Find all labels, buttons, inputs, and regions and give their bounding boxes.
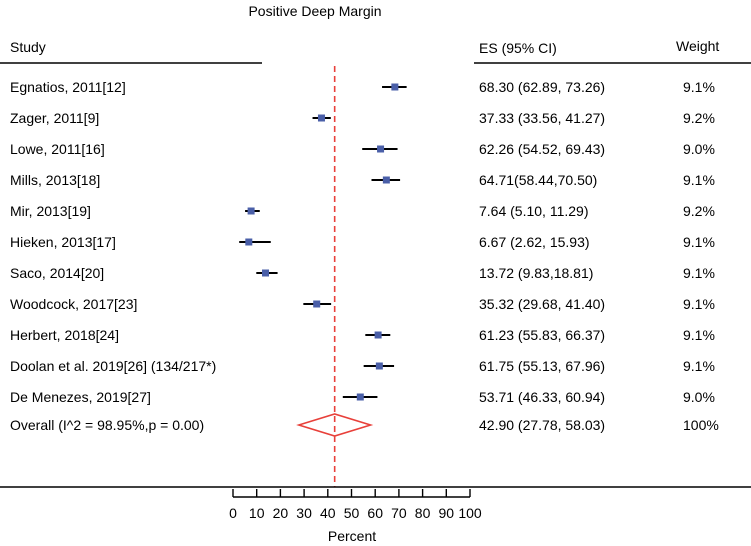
study-11-weight-value: 9.0%: [683, 389, 715, 405]
study-1-es-value: 68.30 (62.89, 73.26): [479, 79, 605, 95]
study-2-weight-value: 9.2%: [683, 110, 715, 126]
study-9-es-value: 61.23 (55.83, 66.37): [479, 327, 605, 343]
x-tick-label-30: 30: [296, 505, 312, 521]
study-6-point-marker: [245, 238, 253, 246]
study-2-es-value: 37.33 (33.56, 41.27): [479, 110, 605, 126]
study-3-es-value: 62.26 (54.52, 69.43): [479, 141, 605, 157]
weight-column-header: Weight: [676, 38, 719, 54]
study-9-weight-value: 9.1%: [683, 327, 715, 343]
study-5-es-value: 7.64 (5.10, 11.29): [479, 203, 588, 219]
overall-label: Overall (I^2 = 98.95%,p = 0.00): [10, 417, 204, 433]
x-tick-label-100: 100: [458, 505, 482, 521]
es-column-header: ES (95% CI): [479, 40, 557, 56]
study-3-point-marker: [377, 145, 385, 153]
study-11-label: De Menezes, 2019[27]: [10, 389, 151, 405]
study-1-weight-value: 9.1%: [683, 79, 715, 95]
x-tick-label-50: 50: [344, 505, 360, 521]
study-7-es-value: 13.72 (9.83,18.81): [479, 265, 593, 281]
study-11-es-value: 53.71 (46.33, 60.94): [479, 389, 605, 405]
study-column-header: Study: [10, 39, 46, 55]
x-tick-label-20: 20: [273, 505, 289, 521]
x-tick-label-0: 0: [229, 505, 237, 521]
study-1-point-marker: [391, 83, 399, 91]
study-5-point-marker: [247, 207, 255, 215]
x-tick-label-70: 70: [391, 505, 407, 521]
study-3-weight-value: 9.0%: [683, 141, 715, 157]
study-10-label: Doolan et al. 2019[26] (134/217*): [10, 358, 216, 374]
study-7-label: Saco, 2014[20]: [10, 265, 104, 281]
study-10-point-marker: [375, 362, 383, 370]
study-6-weight-value: 9.1%: [683, 234, 715, 250]
overall-diamond: [296, 413, 374, 437]
study-8-es-value: 35.32 (29.68, 41.40): [479, 296, 605, 312]
study-8-label: Woodcock, 2017[23]: [10, 296, 137, 312]
x-tick-label-60: 60: [367, 505, 383, 521]
study-3-label: Lowe, 2011[16]: [10, 141, 105, 157]
overall-es-value: 42.90 (27.78, 58.03): [479, 417, 605, 433]
study-4-es-value: 64.71(58.44,70.50): [479, 172, 597, 188]
study-4-point-marker: [382, 176, 390, 184]
study-6-label: Hieken, 2013[17]: [10, 234, 116, 250]
study-10-weight-value: 9.1%: [683, 358, 715, 374]
study-4-label: Mills, 2013[18]: [10, 172, 100, 188]
study-9-point-marker: [374, 331, 382, 339]
x-tick-label-40: 40: [320, 505, 336, 521]
study-2-point-marker: [317, 114, 325, 122]
study-8-point-marker: [313, 300, 321, 308]
x-tick-label-80: 80: [415, 505, 431, 521]
study-4-weight-value: 9.1%: [683, 172, 715, 188]
study-7-weight-value: 9.1%: [683, 265, 715, 281]
study-9-label: Herbert, 2018[24]: [10, 327, 119, 343]
study-11-point-marker: [356, 393, 364, 401]
study-8-weight-value: 9.1%: [683, 296, 715, 312]
x-tick-label-10: 10: [249, 505, 265, 521]
study-rows: Egnatios, 2011[12] 68.30 (62.89, 73.26) 9.…: [10, 66, 719, 487]
study-2-label: Zager, 2011[9]: [10, 110, 99, 126]
study-10-es-value: 61.75 (55.13, 67.96): [479, 358, 605, 374]
study-1-label: Egnatios, 2011[12]: [10, 79, 126, 95]
study-6-es-value: 6.67 (2.62, 15.93): [479, 234, 590, 250]
overall-weight-value: 100%: [683, 417, 719, 433]
x-axis: 0 10 20 30 40 50 60 70 80 90 100: [0, 486, 751, 521]
study-5-label: Mir, 2013[19]: [10, 203, 91, 219]
x-axis-label: Percent: [328, 528, 376, 544]
x-tick-label-90: 90: [439, 505, 455, 521]
study-7-point-marker: [262, 269, 270, 277]
study-5-weight-value: 9.2%: [683, 203, 715, 219]
chart-title: Positive Deep Margin: [248, 3, 381, 19]
